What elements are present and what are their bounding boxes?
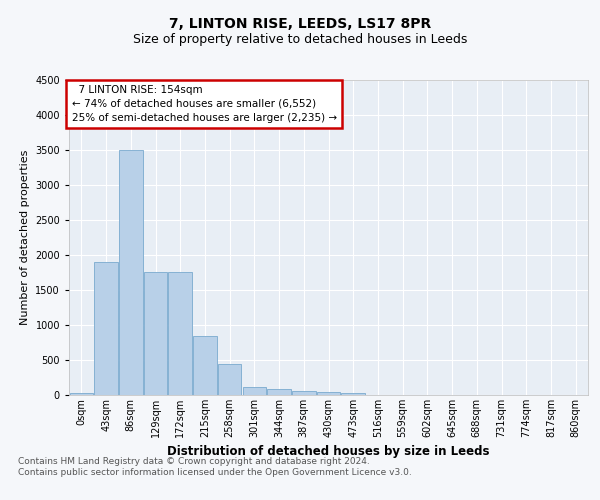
Bar [341, 393, 365, 395]
Bar [193, 336, 217, 395]
Bar [317, 392, 340, 395]
Bar [119, 150, 143, 395]
Bar [242, 386, 266, 395]
X-axis label: Distribution of detached houses by size in Leeds: Distribution of detached houses by size … [167, 446, 490, 458]
Bar [169, 272, 192, 395]
Bar [144, 272, 167, 395]
Bar [70, 393, 93, 395]
Text: Contains HM Land Registry data © Crown copyright and database right 2024.
Contai: Contains HM Land Registry data © Crown c… [18, 458, 412, 477]
Text: Size of property relative to detached houses in Leeds: Size of property relative to detached ho… [133, 32, 467, 46]
Text: 7, LINTON RISE, LEEDS, LS17 8PR: 7, LINTON RISE, LEEDS, LS17 8PR [169, 18, 431, 32]
Bar [218, 364, 241, 395]
Text: 7 LINTON RISE: 154sqm
← 74% of detached houses are smaller (6,552)
25% of semi-d: 7 LINTON RISE: 154sqm ← 74% of detached … [71, 84, 337, 122]
Bar [292, 391, 316, 395]
Bar [94, 262, 118, 395]
Bar [268, 388, 291, 395]
Y-axis label: Number of detached properties: Number of detached properties [20, 150, 29, 325]
